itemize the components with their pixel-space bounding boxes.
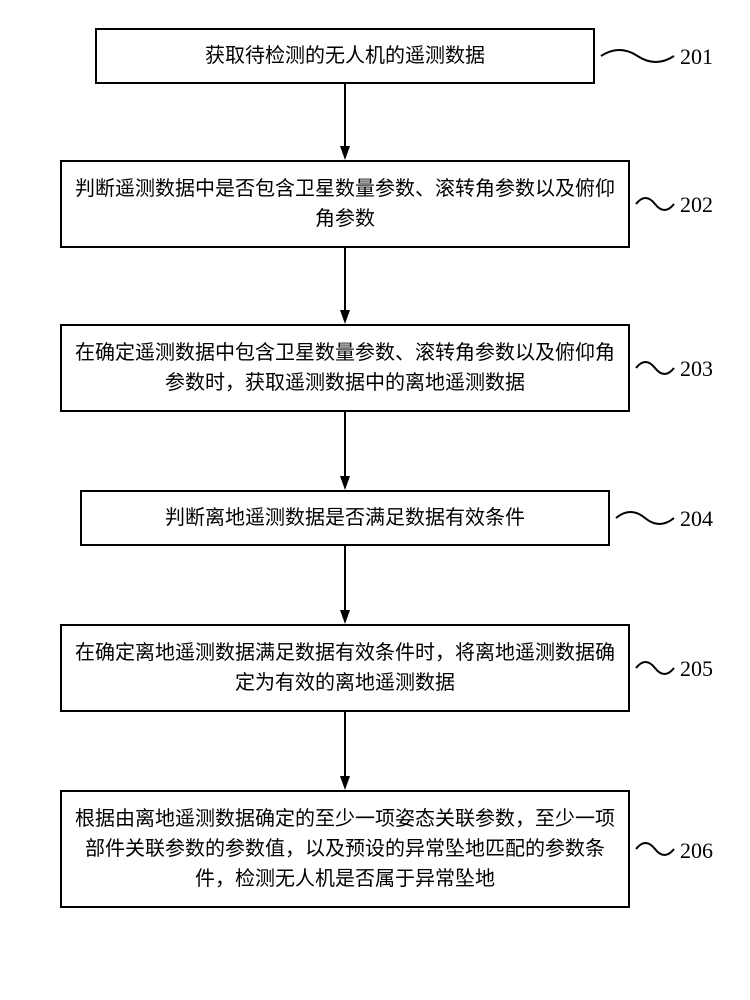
flow-arrow	[340, 546, 350, 624]
flow-node: 在确定离地遥测数据满足数据有效条件时，将离地遥测数据确定为有效的离地遥测数据	[60, 624, 630, 712]
flow-node: 在确定遥测数据中包含卫星数量参数、滚转角参数以及俯仰角参数时，获取遥测数据中的离…	[60, 324, 630, 412]
step-label: 203	[680, 356, 713, 382]
flow-arrow	[340, 248, 350, 324]
flow-node: 判断遥测数据中是否包含卫星数量参数、滚转角参数以及俯仰角参数	[60, 160, 630, 248]
tilde-connector	[636, 362, 674, 374]
flow-arrow	[340, 712, 350, 790]
step-label: 205	[680, 656, 713, 682]
flow-arrow	[340, 84, 350, 160]
step-label: 206	[680, 838, 713, 864]
tilde-connector	[616, 512, 674, 524]
flowchart-canvas: 获取待检测的无人机的遥测数据判断遥测数据中是否包含卫星数量参数、滚转角参数以及俯…	[0, 0, 750, 1000]
flow-node: 根据由离地遥测数据确定的至少一项姿态关联参数，至少一项部件关联参数的参数值，以及…	[60, 790, 630, 908]
flow-node: 判断离地遥测数据是否满足数据有效条件	[80, 490, 610, 546]
flow-node-text: 判断遥测数据中是否包含卫星数量参数、滚转角参数以及俯仰角参数	[74, 174, 616, 234]
flow-node-text: 判断离地遥测数据是否满足数据有效条件	[165, 503, 525, 533]
flow-node-text: 获取待检测的无人机的遥测数据	[205, 41, 485, 71]
flow-node-text: 在确定遥测数据中包含卫星数量参数、滚转角参数以及俯仰角参数时，获取遥测数据中的离…	[74, 338, 616, 398]
flow-node: 获取待检测的无人机的遥测数据	[95, 28, 595, 84]
tilde-connector	[601, 50, 674, 62]
tilde-connector	[636, 198, 674, 210]
flow-arrow	[340, 412, 350, 490]
tilde-connector	[636, 843, 674, 855]
flow-node-text: 根据由离地遥测数据确定的至少一项姿态关联参数，至少一项部件关联参数的参数值，以及…	[74, 804, 616, 894]
step-label: 201	[680, 44, 713, 70]
tilde-connector	[636, 662, 674, 674]
step-label: 202	[680, 192, 713, 218]
step-label: 204	[680, 506, 713, 532]
flow-node-text: 在确定离地遥测数据满足数据有效条件时，将离地遥测数据确定为有效的离地遥测数据	[74, 638, 616, 698]
